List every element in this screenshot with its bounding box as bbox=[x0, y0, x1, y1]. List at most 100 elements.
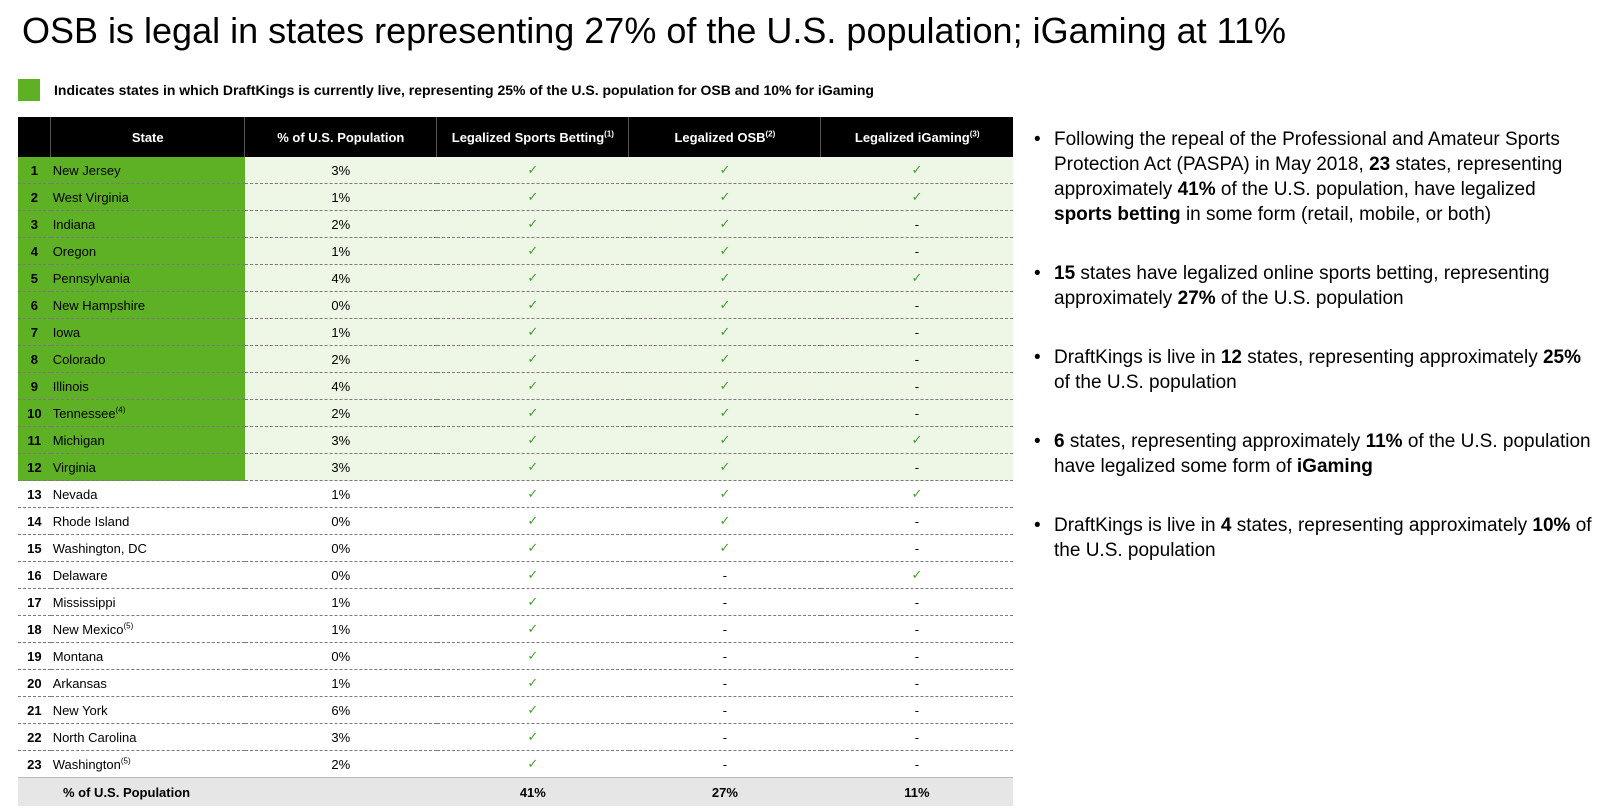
bullet-emphasis: 10% bbox=[1532, 515, 1571, 536]
legend-text: Indicates states in which DraftKings is … bbox=[54, 82, 874, 98]
bullet-text: of the U.S. population have legalized so… bbox=[1054, 431, 1591, 477]
check-icon: ✓ bbox=[527, 378, 539, 393]
population-percent: 0% bbox=[244, 561, 437, 589]
table-row: 9 Illinois 4% ✓ ✓ - bbox=[18, 372, 1013, 400]
igaming-cell: ✓ bbox=[820, 183, 1013, 211]
osb-cell: - bbox=[628, 588, 821, 616]
osb-cell: ✓ bbox=[628, 183, 821, 211]
dash-icon: - bbox=[914, 513, 920, 529]
state-name-text: Illinois bbox=[52, 378, 89, 394]
state-name-text: New Hampshire bbox=[52, 297, 146, 313]
dash-icon: - bbox=[914, 216, 920, 232]
check-icon: ✓ bbox=[527, 594, 539, 609]
column-header: Legalized OSB(2) bbox=[628, 117, 821, 157]
sports-betting-cell: ✓ bbox=[436, 264, 629, 292]
dash-icon: - bbox=[914, 297, 920, 313]
dash-icon: - bbox=[722, 594, 728, 610]
osb-cell: ✓ bbox=[628, 507, 821, 535]
state-name-text: New York bbox=[52, 702, 108, 718]
igaming-cell: - bbox=[820, 534, 1013, 562]
column-header: Legalized Sports Betting(1) bbox=[436, 117, 629, 157]
population-percent: 0% bbox=[244, 291, 437, 319]
table-body: 1 New Jersey 3% ✓ ✓ ✓ 2 West Virginia 1% ✓ ✓ ✓ 3 Indi… bbox=[18, 157, 1013, 778]
table-row: 1 New Jersey 3% ✓ ✓ ✓ bbox=[18, 157, 1013, 184]
bullet-list: • Following the repeal of the Professiona… bbox=[1032, 127, 1592, 597]
row-number: 13 bbox=[18, 480, 51, 508]
check-icon: ✓ bbox=[527, 486, 539, 501]
igaming-cell: - bbox=[820, 588, 1013, 616]
osb-cell: - bbox=[628, 696, 821, 724]
table-row: 15 Washington, DC 0% ✓ ✓ - bbox=[18, 534, 1013, 562]
state-name: New York bbox=[50, 696, 245, 724]
sports-betting-cell: ✓ bbox=[436, 426, 629, 454]
row-number: 18 bbox=[18, 615, 51, 643]
check-icon: ✓ bbox=[527, 567, 539, 582]
state-name: Montana bbox=[50, 642, 245, 670]
check-icon: ✓ bbox=[719, 513, 731, 528]
table-row: 6 New Hampshire 0% ✓ ✓ - bbox=[18, 291, 1013, 319]
bullet-item: • 6 states, representing approximately 11… bbox=[1032, 429, 1592, 479]
osb-cell: ✓ bbox=[628, 264, 821, 292]
total-sports-betting: 41% bbox=[436, 777, 629, 806]
check-icon: ✓ bbox=[527, 270, 539, 285]
state-name-text: Washington, DC bbox=[52, 540, 147, 556]
igaming-cell: - bbox=[820, 345, 1013, 373]
column-header: Legalized iGaming(3) bbox=[820, 117, 1013, 157]
population-percent: 3% bbox=[244, 426, 437, 454]
table-row: 19 Montana 0% ✓ - - bbox=[18, 642, 1013, 670]
igaming-cell: ✓ bbox=[820, 157, 1013, 184]
table-row: 22 North Carolina 3% ✓ - - bbox=[18, 723, 1013, 751]
footnote-marker: (3) bbox=[969, 129, 980, 139]
check-icon: ✓ bbox=[527, 432, 539, 447]
row-number: 8 bbox=[18, 345, 51, 373]
state-name: Oregon bbox=[50, 237, 245, 265]
dash-icon: - bbox=[914, 675, 920, 691]
bullet-emphasis: 6 bbox=[1054, 431, 1065, 452]
bullet-text: in some form (retail, mobile, or both) bbox=[1180, 204, 1492, 225]
sports-betting-cell: ✓ bbox=[436, 210, 629, 238]
bullet-dot-icon: • bbox=[1034, 515, 1041, 536]
osb-cell: ✓ bbox=[628, 399, 821, 427]
row-number: 17 bbox=[18, 588, 51, 616]
dash-icon: - bbox=[722, 729, 728, 745]
igaming-cell: - bbox=[820, 507, 1013, 535]
table-row: 10 Tennessee(4) 2% ✓ ✓ - bbox=[18, 399, 1013, 427]
check-icon: ✓ bbox=[527, 702, 539, 717]
bullet-text: states have legalized online sports bett… bbox=[1054, 263, 1550, 309]
osb-cell: ✓ bbox=[628, 372, 821, 400]
osb-cell: - bbox=[628, 615, 821, 643]
check-icon: ✓ bbox=[719, 459, 731, 474]
state-name: Virginia bbox=[50, 453, 245, 481]
osb-cell: ✓ bbox=[628, 426, 821, 454]
population-percent: 1% bbox=[244, 183, 437, 211]
column-header bbox=[18, 117, 51, 157]
row-number: 20 bbox=[18, 669, 51, 697]
table-footer-row: % of U.S. Population 41% 27% 11% bbox=[18, 777, 1013, 806]
state-name-text: New Jersey bbox=[52, 162, 121, 178]
bullet-emphasis: 4 bbox=[1220, 515, 1232, 536]
osb-cell: ✓ bbox=[628, 345, 821, 373]
igaming-cell: - bbox=[820, 291, 1013, 319]
bullet-item: • Following the repeal of the Professiona… bbox=[1032, 127, 1592, 227]
dash-icon: - bbox=[914, 621, 920, 637]
sports-betting-cell: ✓ bbox=[436, 561, 629, 589]
population-percent: 2% bbox=[244, 210, 437, 238]
sports-betting-cell: ✓ bbox=[436, 750, 629, 778]
bullet-emphasis: 41% bbox=[1177, 179, 1216, 200]
column-header-label: State bbox=[131, 129, 164, 145]
bullet-item: • DraftKings is live in 4 states, represe… bbox=[1032, 513, 1592, 563]
check-icon: ✓ bbox=[719, 324, 731, 339]
bullet-item: • 15 states have legalized online sports … bbox=[1032, 261, 1592, 311]
check-icon: ✓ bbox=[527, 621, 539, 636]
check-icon: ✓ bbox=[527, 297, 539, 312]
state-name-text: West Virginia bbox=[52, 189, 129, 205]
check-icon: ✓ bbox=[527, 216, 539, 231]
check-icon: ✓ bbox=[527, 648, 539, 663]
check-icon: ✓ bbox=[527, 513, 539, 528]
state-name-text: Montana bbox=[52, 648, 104, 664]
state-name: Indiana bbox=[50, 210, 245, 238]
check-icon: ✓ bbox=[719, 351, 731, 366]
table-row: 12 Virginia 3% ✓ ✓ - bbox=[18, 453, 1013, 481]
osb-cell: ✓ bbox=[628, 210, 821, 238]
population-percent: 0% bbox=[244, 507, 437, 535]
